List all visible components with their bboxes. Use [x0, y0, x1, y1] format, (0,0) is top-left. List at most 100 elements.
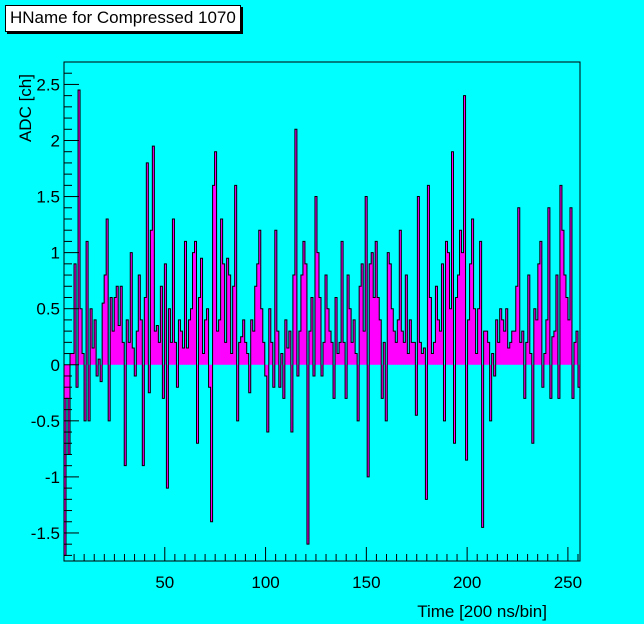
histogram-bar [427, 185, 430, 365]
histogram-bar [389, 263, 392, 365]
histogram-bar [268, 308, 272, 365]
y-axis-title: ADC [ch] [16, 74, 35, 142]
histogram-bar [559, 185, 563, 365]
histogram-bar [529, 353, 533, 365]
histogram-bar [561, 230, 565, 365]
histogram-bar [220, 218, 223, 365]
histogram-bar [355, 353, 358, 365]
histogram-bar [347, 275, 350, 365]
bars-group [63, 89, 581, 556]
histogram-bar [206, 308, 209, 365]
histogram-bar [320, 364, 324, 376]
histogram-bar [294, 129, 298, 365]
histogram-bar [363, 331, 366, 365]
histogram-bar [284, 319, 288, 365]
histogram-bar [66, 364, 69, 399]
histogram-bar [491, 353, 494, 365]
histogram-bar [567, 319, 571, 365]
histogram-bar [547, 207, 551, 365]
histogram-bar [383, 342, 386, 365]
histogram-bar [539, 241, 543, 365]
histogram-bar [323, 342, 326, 365]
histogram-bar [238, 342, 241, 365]
histogram-bar [162, 364, 165, 399]
chart-title: HName for Compressed 1070 [5, 5, 241, 32]
histogram-bar [180, 331, 183, 365]
histogram-bar [449, 308, 452, 365]
histogram-bar [331, 342, 334, 365]
histogram-bar [439, 331, 442, 365]
histogram-bar [423, 347, 426, 365]
histogram-bar [274, 230, 278, 365]
histogram-bar [511, 331, 515, 365]
histogram-bar [357, 364, 360, 421]
y-tick-label: 0.5 [36, 300, 60, 319]
x-axis-ticks: 50 100 150 200 250 [73, 547, 582, 592]
histogram-bar [413, 342, 416, 365]
histogram-bar [577, 364, 581, 388]
y-tick-label: 2 [51, 131, 60, 150]
histogram-bar [232, 286, 235, 365]
histogram-bar [385, 364, 388, 421]
histogram-bar [557, 364, 561, 399]
histogram-bar [234, 185, 237, 365]
histogram-bar [196, 364, 199, 444]
histogram-bar [401, 331, 404, 365]
histogram-bar [200, 258, 203, 365]
histogram-bar [266, 364, 270, 433]
histogram-bar [242, 319, 246, 365]
histogram-bar [150, 230, 153, 365]
histogram-bar [160, 286, 163, 365]
histogram-bar [465, 364, 468, 461]
histogram-bar [575, 331, 579, 365]
y-tick-label: -1 [45, 468, 60, 487]
histogram-bar [521, 331, 525, 365]
histogram-bar [329, 331, 332, 365]
y-tick-label: 2.5 [36, 75, 60, 94]
histogram-bar [256, 263, 260, 365]
histogram-bar [278, 364, 282, 388]
histogram-bar [395, 342, 398, 365]
histogram-bar [176, 364, 179, 388]
histogram-bar [359, 286, 362, 365]
histogram-bar [471, 218, 474, 365]
histogram-bar [252, 331, 256, 365]
histogram-bar [244, 342, 248, 365]
histogram-bar [571, 364, 575, 399]
histogram-bar [300, 275, 304, 365]
histogram-bar [314, 196, 318, 365]
histogram-bar [441, 263, 444, 365]
histogram-bar [276, 331, 280, 365]
histogram-bar [361, 263, 364, 365]
histogram-bar [152, 146, 155, 365]
histogram-bar [451, 151, 454, 365]
histogram-bar [202, 353, 205, 365]
histogram-bar [254, 286, 258, 365]
histogram-bar [260, 308, 264, 365]
x-axis-title: Time [200 ns/bin] [417, 602, 547, 621]
histogram-bar [142, 364, 145, 466]
histogram-bar [156, 325, 159, 365]
histogram-bar [230, 353, 233, 365]
histogram-bar [417, 196, 420, 365]
histogram-bar [72, 353, 75, 365]
histogram-bar [222, 263, 225, 365]
histogram-bar [240, 336, 243, 365]
histogram-bar [509, 342, 513, 365]
histogram-bar [104, 275, 107, 365]
histogram-bar [541, 364, 545, 388]
histogram-bar [573, 342, 577, 365]
histogram-bar [296, 364, 300, 376]
histogram-bar [429, 297, 432, 365]
histogram-bar [391, 308, 394, 365]
histogram-bar [545, 319, 549, 365]
histogram-bar [136, 331, 139, 365]
histogram-bar [148, 364, 151, 393]
histogram-bar [170, 342, 173, 365]
x-tick-label: 250 [554, 573, 582, 592]
histogram-bar [70, 353, 73, 365]
histogram-bar [421, 353, 424, 365]
histogram-bar [228, 275, 231, 365]
histogram-bar [437, 319, 440, 365]
